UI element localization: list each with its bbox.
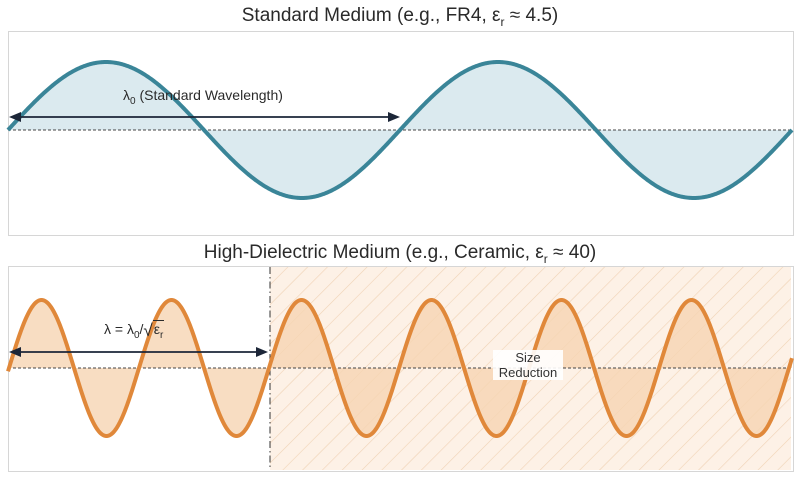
square-root-symbol: √εr <box>143 320 165 341</box>
reduced-wavelength-label: λ = λ0/√εr <box>104 320 165 341</box>
standard-wave <box>6 59 794 201</box>
size-reduction-label: Size Reduction <box>493 350 563 380</box>
high-dielectric-wave <box>6 298 794 438</box>
reduced-arrow-right-head <box>256 347 268 357</box>
standard-medium-title: Standard Medium (e.g., FR4, εr ≈ 4.5) <box>241 5 559 29</box>
reduced-arrow-left-head <box>9 347 21 357</box>
standard-wavelength-label: λ0 (Standard Wavelength) <box>123 87 283 107</box>
high-dielectric-medium-title: High-Dielectric Medium (e.g., Ceramic, ε… <box>203 242 597 266</box>
standard-arrow-right-head <box>388 112 400 122</box>
standard-arrow-left-head <box>9 112 21 122</box>
